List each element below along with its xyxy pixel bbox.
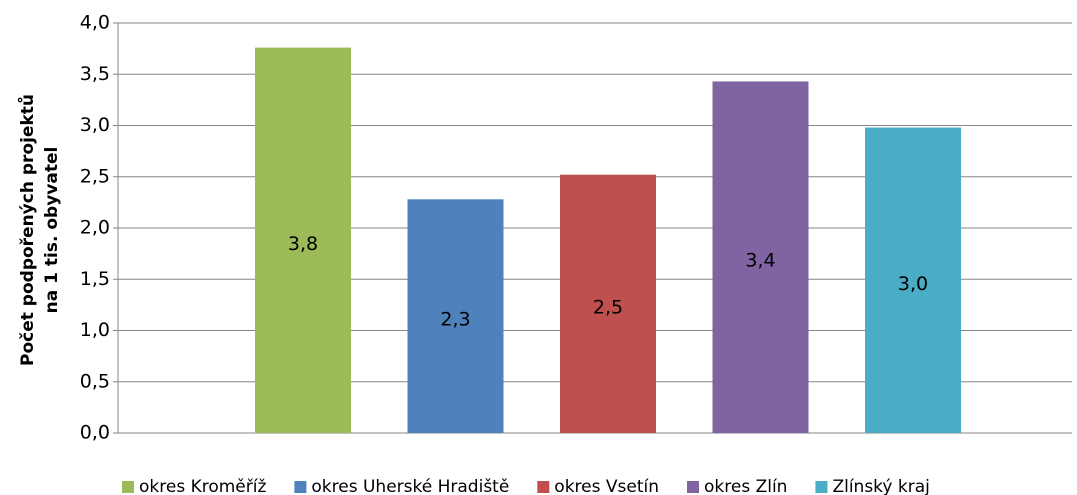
bar xyxy=(712,81,809,434)
value-label: 3,8 xyxy=(288,233,318,255)
y-label-line: na 1 tis. obyvatel xyxy=(42,147,62,314)
legend-swatch xyxy=(294,481,307,493)
legend-swatch xyxy=(122,481,134,493)
y-tick-label: 1,0 xyxy=(80,319,110,341)
y-tick-label: 3,5 xyxy=(80,63,110,85)
legend-label: okres Kroměříž xyxy=(139,477,266,495)
value-label: 3,4 xyxy=(745,250,775,272)
y-tick-label: 0,5 xyxy=(80,370,110,392)
bar xyxy=(865,127,961,434)
legend-swatch xyxy=(537,481,550,493)
y-tick-label: 0,0 xyxy=(80,422,110,444)
y-label-line: Počet podpořených projektů xyxy=(16,94,38,366)
bar xyxy=(560,174,656,433)
value-label: 2,3 xyxy=(440,309,470,331)
legend-label: okres Zlín xyxy=(704,477,787,495)
y-tick-label: 2,5 xyxy=(80,165,110,187)
bar xyxy=(407,199,504,433)
legend-label: okres Vsetín xyxy=(554,477,659,495)
value-label: 2,5 xyxy=(593,296,623,318)
bar xyxy=(255,47,351,433)
legend-label: okres Uherské Hradiště xyxy=(311,477,509,495)
y-tick-label: 1,5 xyxy=(80,268,110,290)
legend-swatch xyxy=(815,481,828,493)
y-tick-label: 4,0 xyxy=(80,12,110,34)
y-axis-title: Počet podpořených projektů na 1 tis. oby… xyxy=(16,94,62,366)
y-tick-label: 3,0 xyxy=(80,114,110,136)
legend-swatch xyxy=(687,481,699,493)
value-label: 3,0 xyxy=(898,273,928,295)
y-tick-label: 2,0 xyxy=(80,217,110,239)
legend-label: Zlínský kraj xyxy=(832,477,929,495)
